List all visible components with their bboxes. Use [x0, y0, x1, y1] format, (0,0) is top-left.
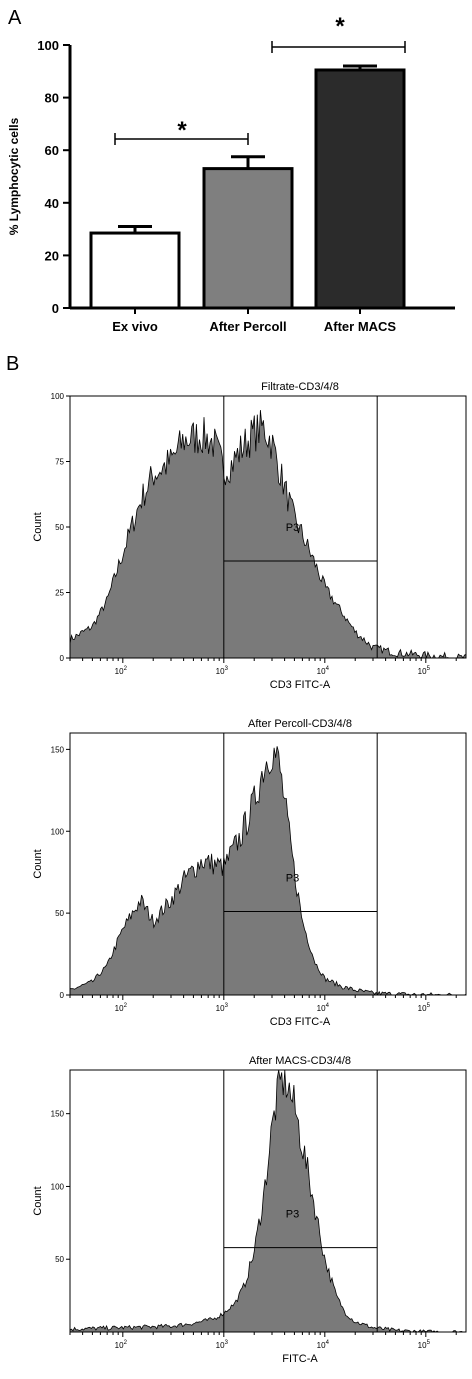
y-axis-label: Count	[32, 1186, 44, 1215]
y-axis-label: % Lymphocytic cells	[7, 117, 21, 235]
x-tick-base: 10	[317, 1004, 326, 1013]
panel-label-a: A	[8, 7, 22, 29]
x-tick-base: 10	[418, 1004, 427, 1013]
x-axis-label: CD3 FITC-A	[270, 1016, 331, 1028]
x-tick-base: 10	[216, 1004, 225, 1013]
x-tick-label: After MACS	[324, 319, 397, 334]
x-tick-base: 10	[418, 1341, 427, 1350]
y-tick-label: 100	[51, 827, 65, 836]
x-tick-base: 10	[418, 667, 427, 676]
x-tick-base: 10	[115, 1004, 124, 1013]
x-tick-base: 10	[317, 667, 326, 676]
x-tick-exponent: 5	[427, 666, 431, 672]
x-tick-label: 105	[418, 1003, 431, 1013]
x-tick-exponent: 2	[124, 1003, 128, 1009]
x-tick-exponent: 3	[225, 666, 229, 672]
x-tick-base: 10	[216, 667, 225, 676]
x-tick-base: 10	[216, 1341, 225, 1350]
y-tick-label: 40	[45, 196, 59, 211]
x-tick-label: After Percoll	[209, 319, 286, 334]
significance-marker: *	[177, 117, 187, 144]
histogram-area	[69, 410, 467, 659]
x-tick-base: 10	[115, 667, 124, 676]
x-tick-label: 103	[216, 666, 229, 676]
x-tick-exponent: 4	[326, 1003, 330, 1009]
y-axis-label: Count	[32, 512, 44, 541]
y-axis-label: Count	[32, 849, 44, 878]
y-tick-label: 75	[55, 458, 64, 467]
y-tick-label: 150	[51, 1110, 65, 1119]
y-tick-label: 50	[55, 523, 64, 532]
gate-label: P3	[286, 522, 299, 534]
bar	[89, 231, 181, 310]
x-tick-exponent: 2	[124, 1340, 128, 1346]
x-tick-label: 104	[317, 1340, 330, 1350]
histogram-title: After Percoll-CD3/4/8	[248, 718, 352, 730]
y-tick-label: 150	[51, 745, 65, 754]
x-tick-label: 103	[216, 1003, 229, 1013]
histogram-area	[69, 1069, 466, 1333]
y-tick-label: 100	[37, 38, 59, 53]
x-tick-label: 105	[418, 1340, 431, 1350]
x-axis-label: CD3 FITC-A	[270, 679, 331, 691]
x-tick-exponent: 4	[326, 666, 330, 672]
x-tick-base: 10	[115, 1341, 124, 1350]
y-tick-label: 0	[60, 654, 65, 663]
y-tick-label: 100	[51, 392, 65, 401]
panel-label-b: B	[6, 353, 19, 375]
significance-marker: *	[335, 13, 345, 40]
gate-label: P3	[286, 1209, 299, 1221]
y-tick-label: 80	[45, 91, 59, 106]
histogram-title: After MACS-CD3/4/8	[249, 1055, 351, 1067]
y-tick-label: 25	[55, 589, 64, 598]
y-tick-label: 50	[55, 1255, 64, 1264]
x-tick-label: 104	[317, 1003, 330, 1013]
histogram-title: Filtrate-CD3/4/8	[261, 381, 339, 393]
y-tick-label: 50	[55, 909, 64, 918]
x-tick-label: 104	[317, 666, 330, 676]
x-tick-base: 10	[317, 1341, 326, 1350]
histogram-area	[69, 746, 467, 996]
x-tick-label: 102	[115, 1003, 128, 1013]
gate-label: P3	[286, 872, 299, 884]
x-tick-label: Ex vivo	[112, 319, 158, 334]
y-tick-label: 60	[45, 143, 59, 158]
x-tick-exponent: 3	[225, 1340, 229, 1346]
x-tick-label: 102	[115, 666, 128, 676]
x-tick-label: 103	[216, 1340, 229, 1350]
x-tick-exponent: 5	[427, 1340, 431, 1346]
y-tick-label: 100	[51, 1182, 65, 1191]
y-tick-label: 20	[45, 248, 59, 263]
plot-frame	[69, 1069, 467, 1333]
x-tick-exponent: 2	[124, 666, 128, 672]
x-tick-label: 105	[418, 666, 431, 676]
x-tick-exponent: 3	[225, 1003, 229, 1009]
x-tick-exponent: 5	[427, 1003, 431, 1009]
y-tick-label: 0	[52, 301, 59, 316]
x-axis-label: FITC-A	[282, 1353, 318, 1365]
plot-frame	[69, 732, 467, 996]
y-tick-label: 0	[60, 991, 65, 1000]
bar	[314, 68, 406, 310]
x-tick-label: 102	[115, 1340, 128, 1350]
bar	[202, 167, 294, 310]
x-tick-exponent: 4	[326, 1340, 330, 1346]
